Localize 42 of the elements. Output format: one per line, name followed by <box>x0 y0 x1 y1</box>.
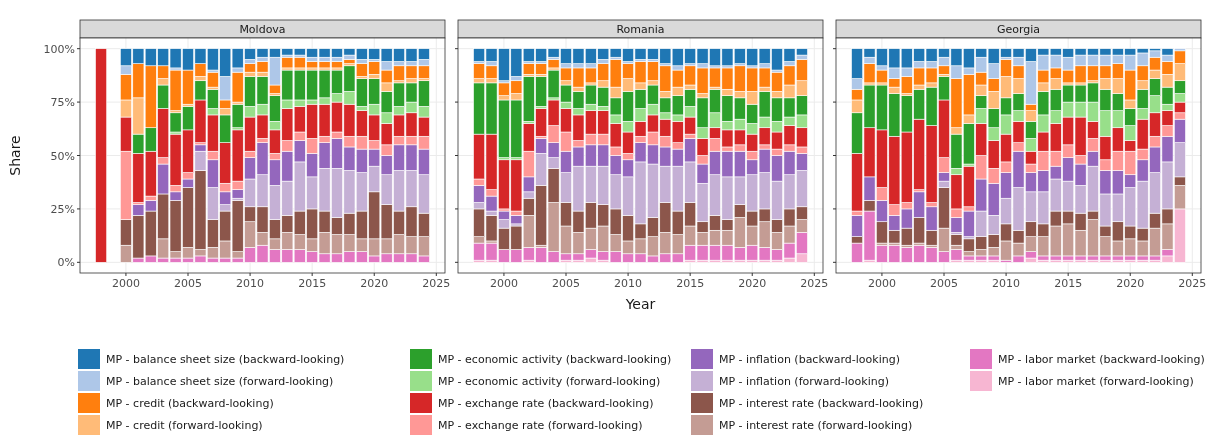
x-tick-label: 2000 <box>489 277 518 290</box>
x-tick-label: 2020 <box>738 277 767 290</box>
y-tick-label: 75% <box>50 96 75 110</box>
x-tick-label: 2010 <box>236 277 265 290</box>
y-tick-label: 50% <box>50 149 75 163</box>
x-axis-title: Year <box>624 296 656 312</box>
legend-label: MP - economic activity (backward-looking) <box>438 353 672 366</box>
legend-label: MP - labor market (backward-looking) <box>998 353 1205 366</box>
legend-label: MP - credit (forward-looking) <box>106 419 263 432</box>
chart-title: Georgia <box>996 23 1041 36</box>
legend-label: MP - labor market (forward-looking) <box>998 375 1194 388</box>
x-tick-label: 2005 <box>930 277 959 290</box>
legend-label: MP - balance sheet size (forward-looking) <box>106 375 334 388</box>
x-tick-label: 2015 <box>298 277 327 290</box>
legend-label: MP - exchange rate (forward-looking) <box>438 419 643 432</box>
x-tick-label: 2020 <box>1116 277 1145 290</box>
x-tick-label: 2005 <box>552 277 581 290</box>
x-tick-label: 2005 <box>174 277 203 290</box>
x-tick-label: 2025 <box>800 277 829 290</box>
chart-title: Romania <box>616 23 665 36</box>
legend-label: MP - balance sheet size (backward-looking) <box>106 353 345 366</box>
x-tick-label: 2020 <box>360 277 389 290</box>
y-axis-title: Share <box>7 135 23 176</box>
x-tick-label: 2000 <box>111 277 140 290</box>
legend-label: MP - exchange rate (backward-looking) <box>438 397 654 410</box>
y-tick-label: 25% <box>50 202 75 216</box>
x-tick-label: 2025 <box>422 277 451 290</box>
legend-label: MP - inflation (backward-looking) <box>719 353 900 366</box>
legend-label: MP - interest rate (backward-looking) <box>719 397 924 410</box>
x-tick-label: 2015 <box>676 277 705 290</box>
x-tick-label: 2010 <box>614 277 643 290</box>
legend-label: MP - economic activity (forward-looking) <box>438 375 661 388</box>
y-tick-label: 100% <box>43 42 75 56</box>
legend-label: MP - credit (backward-looking) <box>106 397 274 410</box>
legend-label: MP - interest rate (forward-looking) <box>719 419 913 432</box>
x-tick-label: 2025 <box>1178 277 1207 290</box>
x-tick-label: 2015 <box>1054 277 1083 290</box>
chart-title: Moldova <box>239 23 286 36</box>
y-tick-label: 0% <box>57 256 75 270</box>
legend-label: MP - inflation (forward-looking) <box>719 375 889 388</box>
x-tick-label: 2010 <box>992 277 1021 290</box>
x-tick-label: 2000 <box>867 277 896 290</box>
